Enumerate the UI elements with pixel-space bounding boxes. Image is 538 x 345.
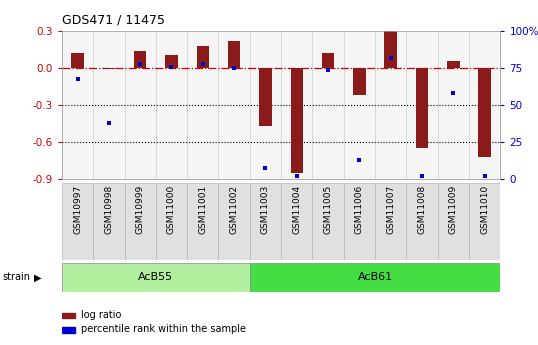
Bar xyxy=(353,68,366,95)
Bar xyxy=(124,183,156,260)
Text: percentile rank within the sample: percentile rank within the sample xyxy=(81,325,246,334)
Bar xyxy=(62,327,75,333)
Bar xyxy=(259,68,272,126)
Bar xyxy=(438,183,469,260)
Bar xyxy=(187,183,218,260)
Bar xyxy=(375,183,406,260)
Text: GSM10999: GSM10999 xyxy=(136,185,145,235)
Text: GSM11010: GSM11010 xyxy=(480,185,489,235)
Bar xyxy=(228,41,240,68)
Bar xyxy=(416,68,428,148)
Text: GSM11003: GSM11003 xyxy=(261,185,270,235)
Bar xyxy=(250,183,281,260)
Text: GSM11001: GSM11001 xyxy=(199,185,207,235)
Bar xyxy=(469,183,500,260)
Text: GDS471 / 11475: GDS471 / 11475 xyxy=(62,14,165,27)
Text: ▶: ▶ xyxy=(34,273,41,282)
Bar xyxy=(218,183,250,260)
Text: log ratio: log ratio xyxy=(81,310,122,319)
Text: GSM11009: GSM11009 xyxy=(449,185,458,235)
Bar xyxy=(385,31,397,68)
Bar xyxy=(447,61,459,68)
Text: GSM11006: GSM11006 xyxy=(355,185,364,235)
Text: GSM10997: GSM10997 xyxy=(73,185,82,235)
Bar xyxy=(281,183,313,260)
Bar xyxy=(406,183,438,260)
Bar xyxy=(62,313,75,318)
Text: GSM10998: GSM10998 xyxy=(104,185,114,235)
Bar xyxy=(322,53,334,68)
Text: GSM11000: GSM11000 xyxy=(167,185,176,235)
Text: GSM11008: GSM11008 xyxy=(417,185,427,235)
Bar xyxy=(313,183,344,260)
Text: GSM11007: GSM11007 xyxy=(386,185,395,235)
Bar xyxy=(291,68,303,173)
Bar xyxy=(62,263,250,292)
Bar xyxy=(478,68,491,157)
Bar xyxy=(62,183,93,260)
Text: AcB55: AcB55 xyxy=(138,273,173,282)
Text: strain: strain xyxy=(3,273,31,282)
Bar xyxy=(250,263,500,292)
Text: GSM11002: GSM11002 xyxy=(230,185,239,234)
Bar xyxy=(165,55,178,68)
Bar xyxy=(196,46,209,68)
Text: GSM11004: GSM11004 xyxy=(292,185,301,234)
Bar xyxy=(103,68,115,69)
Text: AcB61: AcB61 xyxy=(357,273,393,282)
Text: GSM11005: GSM11005 xyxy=(323,185,332,235)
Bar xyxy=(71,53,84,68)
Bar xyxy=(344,183,375,260)
Bar xyxy=(134,51,146,68)
Bar xyxy=(93,183,124,260)
Bar xyxy=(156,183,187,260)
